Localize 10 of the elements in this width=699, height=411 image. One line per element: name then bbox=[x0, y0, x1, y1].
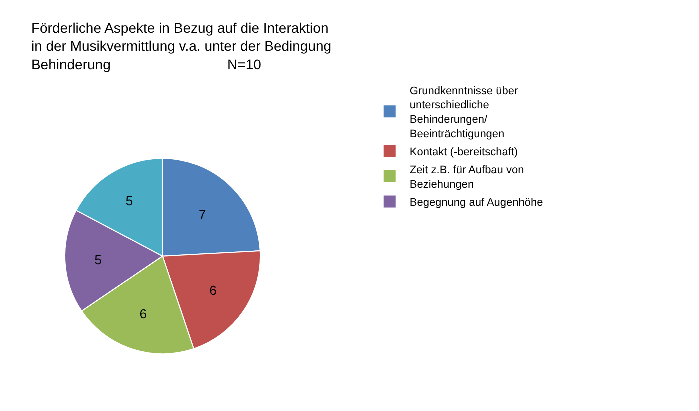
legend-label: Begegnung auf Augenhöhe bbox=[410, 197, 544, 210]
legend-label: Grundkenntnisse über unterschiedliche Behinderungen/ Beeinträchtigungen bbox=[410, 85, 518, 140]
chart-title: Förderliche Aspekte in Bezug auf die Interaktion in der Musikvermittlung v.a. unter der Bedingung Behinderung N=10 bbox=[31, 20, 332, 72]
legend-label: Zeit z.B. für Aufbau von Beziehungen bbox=[410, 164, 524, 191]
data-label: 6 bbox=[210, 283, 217, 298]
legend-label: Kontakt (-bereitschaft) bbox=[410, 146, 518, 158]
data-label: 7 bbox=[198, 206, 206, 222]
data-label: 6 bbox=[140, 306, 147, 322]
data-label: 5 bbox=[94, 252, 102, 268]
data-label: 5 bbox=[126, 194, 134, 209]
